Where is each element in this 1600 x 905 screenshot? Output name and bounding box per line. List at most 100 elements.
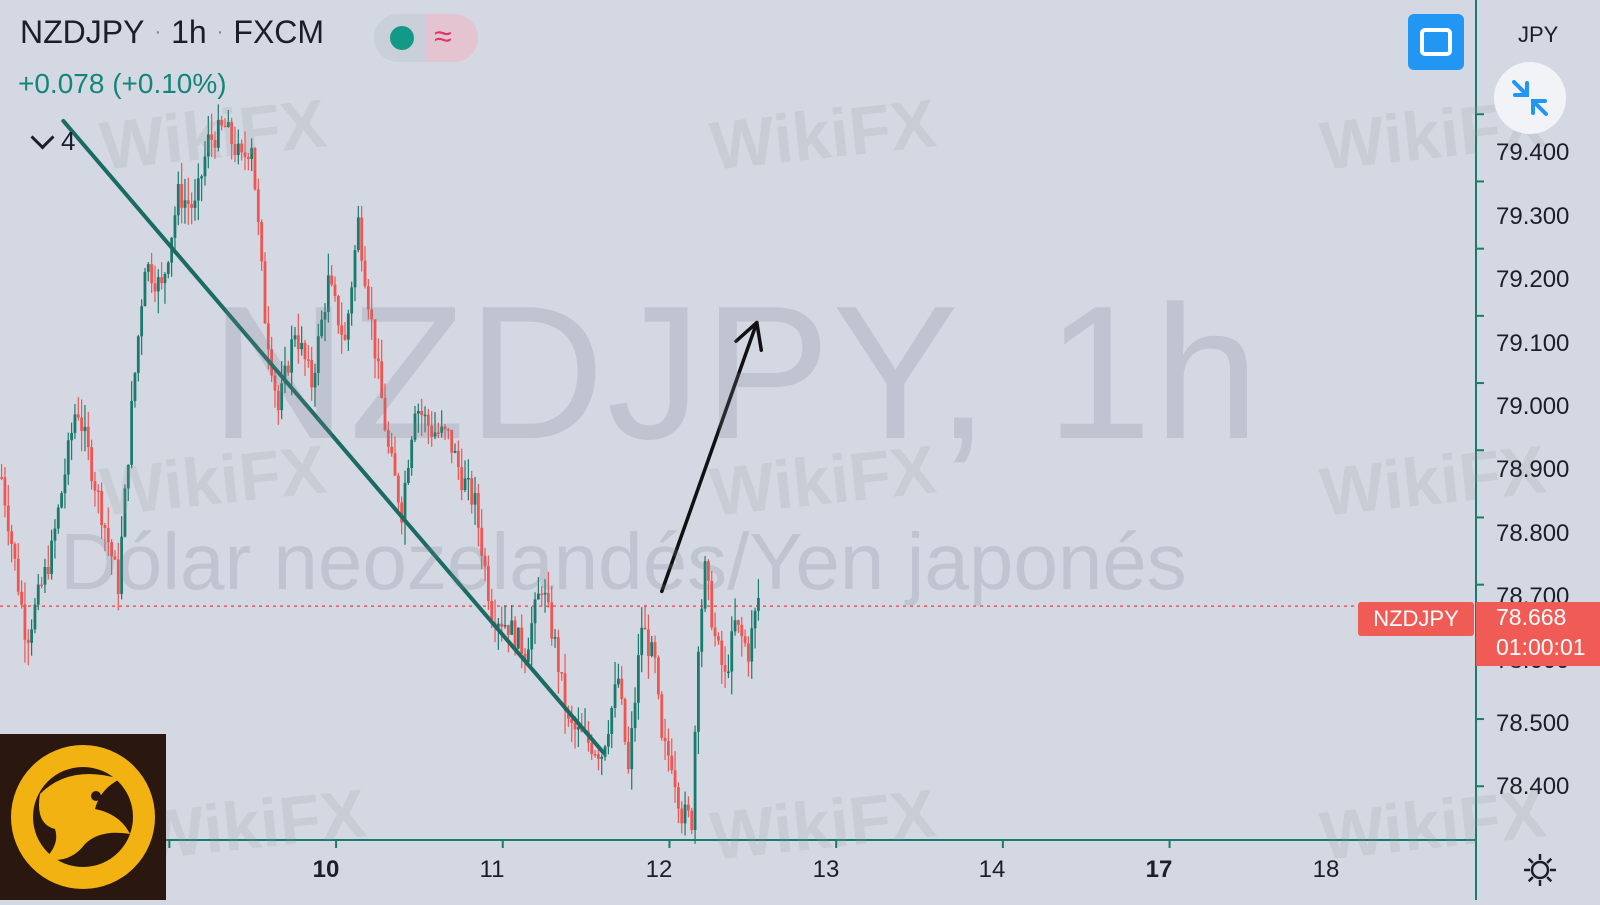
- candle-body: [123, 488, 127, 537]
- candle-body: [423, 414, 427, 417]
- candle-body: [727, 671, 730, 674]
- candle-body: [677, 787, 680, 809]
- candle-body: [496, 623, 500, 628]
- candle-body: [476, 493, 480, 528]
- candle-body: [343, 334, 347, 340]
- candle-body: [153, 283, 157, 292]
- fullscreen-button[interactable]: [1408, 14, 1464, 70]
- candle-body: [230, 122, 234, 145]
- x-tick-label: 10: [312, 856, 340, 883]
- candle-body: [380, 361, 384, 398]
- candle-body: [283, 365, 287, 384]
- y-tick-label: 79.200: [1496, 266, 1570, 293]
- candle-body: [373, 319, 377, 359]
- candle-body: [220, 119, 224, 126]
- gear-icon[interactable]: [1522, 852, 1558, 888]
- candle-body: [353, 250, 357, 288]
- candle-body: [636, 655, 640, 703]
- candle-body: [526, 649, 530, 663]
- candle-body: [553, 637, 557, 639]
- symbol-price-badge: NZDJPY: [1358, 602, 1474, 636]
- candle-body: [620, 678, 624, 700]
- candle-body: [623, 699, 627, 742]
- candle-body: [436, 432, 440, 434]
- candle-body: [330, 275, 334, 285]
- candle-body: [737, 620, 740, 625]
- separator-dot: ·: [154, 21, 162, 43]
- bar-countdown: 01:00:01: [1496, 634, 1586, 660]
- candle-body: [573, 722, 577, 730]
- candle-body: [73, 414, 77, 433]
- candle-body: [93, 481, 97, 491]
- trend-line: [61, 118, 606, 755]
- candles[interactable]: [0, 104, 760, 844]
- candle-body: [286, 365, 290, 373]
- axis-currency-label: JPY: [1518, 22, 1559, 47]
- candle-body: [106, 527, 110, 543]
- candle-body: [576, 727, 580, 730]
- candle-body: [56, 507, 60, 529]
- candle-body: [0, 477, 3, 479]
- y-tick-label: 79.300: [1496, 203, 1570, 230]
- indicator-count: 4: [61, 126, 76, 156]
- candle-body: [260, 221, 264, 262]
- candle-body: [667, 741, 670, 756]
- candle-body: [683, 804, 687, 824]
- arrow-line: [660, 320, 759, 594]
- candle-body: [490, 600, 494, 623]
- candle-body: [30, 629, 34, 643]
- fullscreen-icon: [1420, 28, 1452, 56]
- market-status-pill[interactable]: ≈: [374, 14, 478, 62]
- interval-label[interactable]: 1h: [171, 14, 207, 50]
- candle-body: [720, 640, 724, 666]
- candle-body: [200, 176, 204, 179]
- candle-body: [753, 610, 757, 629]
- candle-body: [730, 631, 734, 672]
- candle-body: [757, 597, 760, 611]
- candle-body: [316, 336, 320, 373]
- last-price-badge: 78.668 01:00:01: [1476, 602, 1600, 666]
- candle-body: [206, 134, 210, 157]
- candle-body: [690, 810, 694, 830]
- candle-body: [390, 446, 394, 454]
- x-tick-label: 18: [1312, 856, 1340, 883]
- candle-body: [263, 261, 267, 324]
- candle-body: [616, 678, 620, 685]
- candle-body: [546, 592, 550, 603]
- candle-body: [663, 737, 667, 742]
- y-tick-label: 78.500: [1496, 710, 1570, 737]
- candle-body: [253, 147, 257, 190]
- symbol-name[interactable]: NZDJPY: [20, 14, 145, 50]
- candle-body: [513, 620, 517, 649]
- candle-body: [240, 143, 244, 153]
- candle-body: [310, 359, 314, 388]
- candle-body: [446, 429, 450, 431]
- symbol-header[interactable]: NZDJPY · 1h · FXCM: [20, 14, 324, 51]
- wave-icon[interactable]: ≈: [434, 18, 452, 54]
- candle-body: [70, 432, 74, 441]
- candle-body: [300, 342, 304, 350]
- candle-body: [156, 277, 160, 292]
- candle-body: [33, 604, 37, 630]
- candle-body: [76, 414, 80, 418]
- candle-body: [336, 295, 340, 326]
- candle-body: [536, 593, 540, 600]
- candle-body: [320, 319, 324, 337]
- candle-body: [356, 217, 360, 251]
- indicators-collapse-toggle[interactable]: 4: [30, 125, 76, 157]
- candle-body: [426, 414, 430, 426]
- price-axis-border: [0, 0, 1484, 900]
- candle-body: [450, 429, 454, 453]
- candle-body: [203, 156, 207, 177]
- candle-body: [90, 447, 94, 482]
- candle-body: [53, 528, 57, 541]
- candle-body: [700, 608, 704, 652]
- x-tick-label: 14: [978, 856, 1006, 883]
- candle-body: [233, 144, 237, 156]
- shrink-button[interactable]: [1494, 62, 1566, 134]
- candle-body: [506, 625, 510, 635]
- drawings[interactable]: [61, 118, 764, 755]
- candle-body: [140, 306, 144, 337]
- candle-body: [463, 478, 467, 491]
